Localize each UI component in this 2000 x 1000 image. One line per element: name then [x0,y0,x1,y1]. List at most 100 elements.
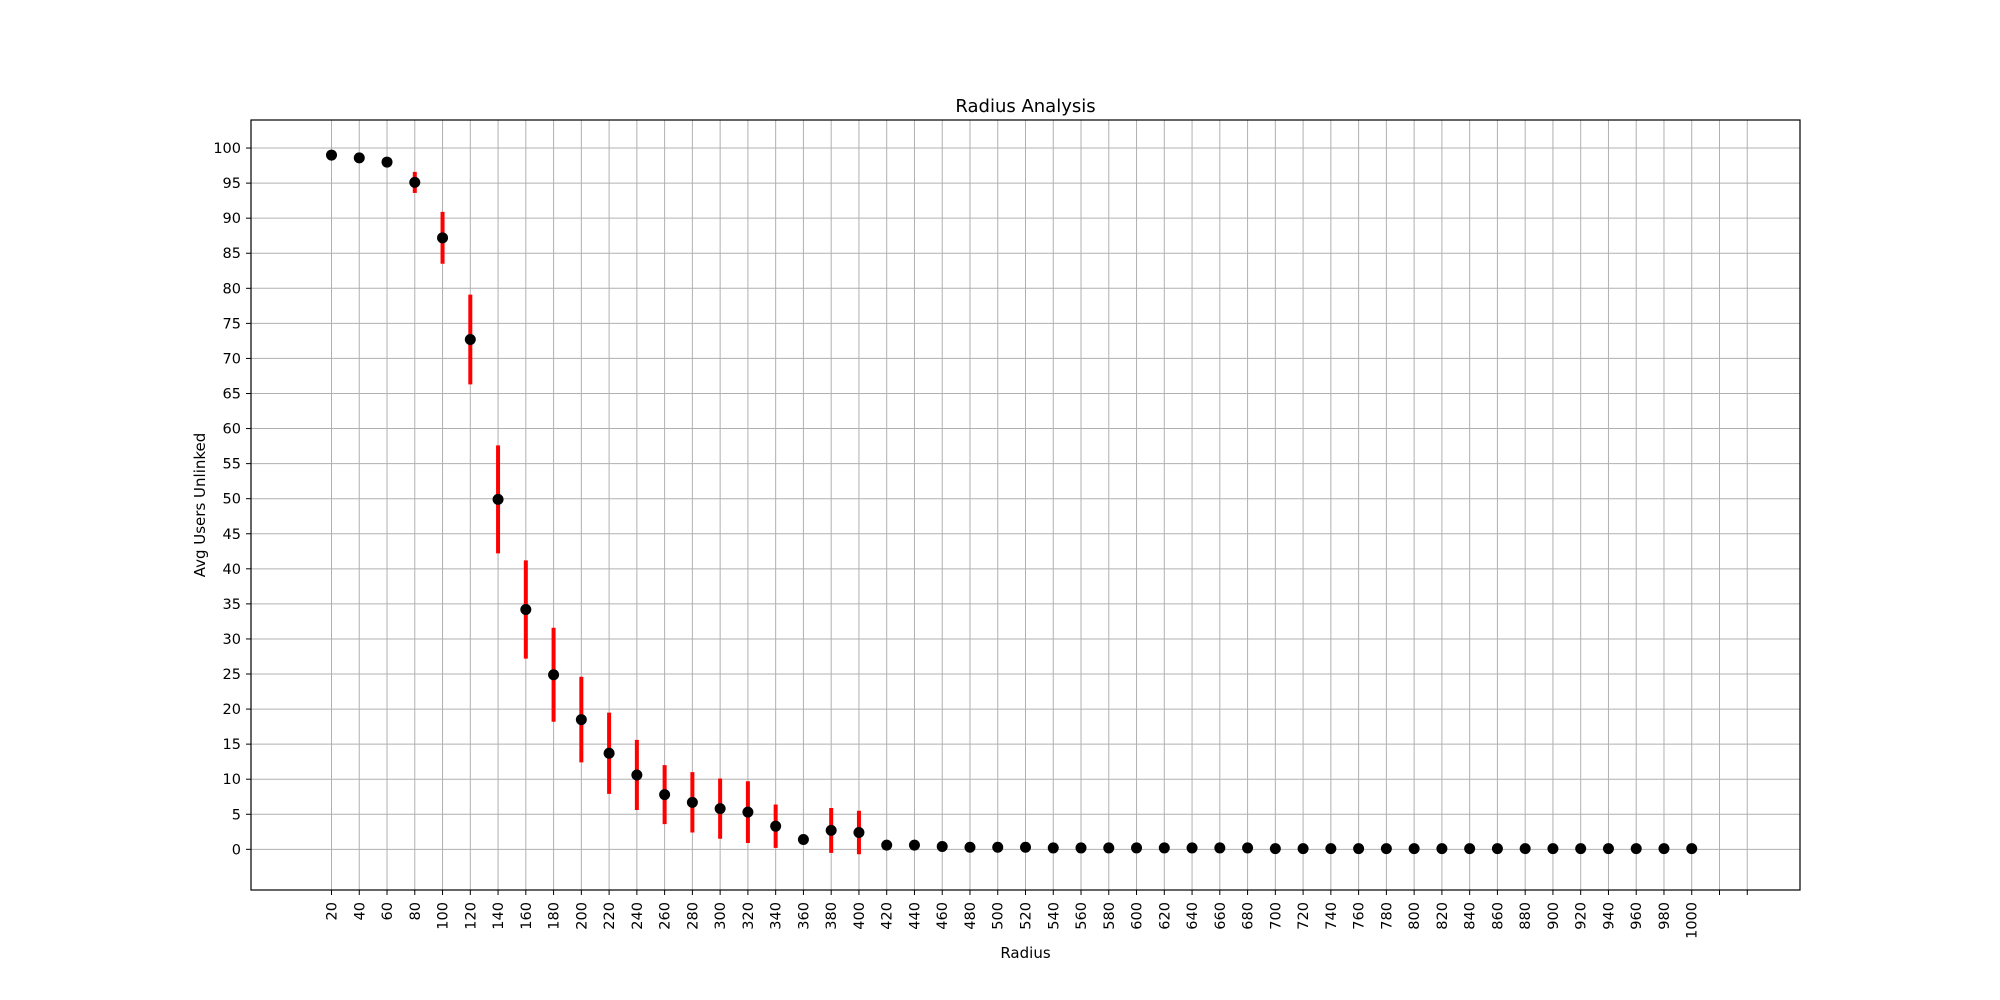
data-point [353,152,365,164]
x-tick-label: 660 [1213,902,1229,930]
x-tick-label: 940 [1601,902,1617,930]
x-axis-ticks: 20 40 60 80 100 120 140 160 180 200 220 240 260 280 30… [325,890,1748,939]
data-point [1186,842,1198,854]
x-tick-label: 680 [1241,902,1257,930]
data-point [992,841,1004,853]
y-tick-label: 60 [223,422,241,438]
x-tick-label: 200 [574,902,590,930]
y-tick-label: 70 [223,351,241,367]
x-tick-label: 140 [491,902,507,930]
data-point [1269,843,1281,855]
x-tick-label: 80 [408,902,424,920]
x-tick-label: 120 [463,902,479,930]
data-point [1547,843,1559,855]
grid [251,120,1800,890]
data-point [1491,843,1503,855]
x-tick-label: 500 [991,902,1007,930]
y-tick-label: 35 [223,597,241,613]
data-point [1214,842,1226,854]
data-point [326,149,338,161]
data-point [1047,842,1059,854]
x-tick-label: 320 [741,902,757,930]
data-point [964,841,976,853]
y-tick-label: 5 [232,807,241,823]
x-tick-label: 260 [658,902,674,930]
data-point [1630,843,1642,855]
y-tick-label: 50 [223,492,241,508]
data-point [603,747,615,759]
data-point [936,841,948,853]
data-point [825,824,837,836]
x-tick-label: 380 [824,902,840,930]
data-point [1380,843,1392,855]
x-tick-label: 20 [325,902,341,920]
data-point [770,820,782,832]
x-tick-label: 960 [1629,902,1645,930]
y-tick-label: 55 [223,457,241,473]
x-tick-label: 560 [1074,902,1090,930]
y-tick-label: 100 [213,141,241,157]
data-point [1686,843,1698,855]
x-tick-label: 820 [1435,902,1451,930]
data-point [1464,843,1476,855]
data-point [686,796,698,808]
x-tick-label: 740 [1324,902,1340,930]
data-point [742,806,754,818]
data-point [1325,843,1337,855]
data-point [1519,843,1531,855]
y-tick-label: 30 [223,632,241,648]
x-tick-label: 100 [436,902,452,930]
data-point [1103,842,1115,854]
x-tick-label: 760 [1352,902,1368,930]
x-tick-label: 360 [796,902,812,930]
data-points [326,149,1698,855]
x-tick-label: 900 [1546,902,1562,930]
data-point [1020,841,1031,853]
y-tick-label: 20 [223,702,241,718]
x-tick-label: 480 [963,902,979,930]
y-tick-label: 75 [223,316,241,332]
x-tick-label: 860 [1490,902,1506,930]
data-point [520,603,532,615]
x-tick-label: 420 [880,902,896,930]
data-point [908,839,920,851]
x-tick-label: 780 [1379,902,1395,930]
y-axis-ticks: 0 5 10 15 20 25 30 35 40 45 50 55 60 65 70 75 80 85 90 95 10… [213,141,251,858]
x-axis-title: Radius [1000,944,1050,962]
y-tick-label: 25 [223,667,241,683]
data-point [492,493,504,505]
x-tick-label: 340 [769,902,785,930]
x-tick-label: 460 [935,902,951,930]
x-tick-label: 540 [1046,902,1062,930]
data-point [381,156,393,168]
y-tick-label: 40 [223,562,241,578]
data-point [1575,843,1587,855]
y-tick-label: 85 [223,246,241,262]
x-tick-label: 840 [1463,902,1479,930]
data-point [1297,843,1309,855]
data-point [631,769,643,781]
data-point [1658,843,1670,855]
x-tick-label: 40 [352,902,368,920]
chart-title: Radius Analysis [955,96,1095,117]
y-tick-label: 95 [223,176,241,192]
x-tick-label: 220 [602,902,618,930]
data-point [1158,842,1170,854]
x-tick-label: 280 [685,902,701,930]
y-tick-label: 80 [223,281,241,297]
x-tick-label: 60 [380,902,396,920]
data-point [1602,843,1614,855]
data-point [659,789,671,801]
y-tick-label: 15 [223,737,241,753]
x-tick-label: 800 [1407,902,1423,930]
x-tick-label: 300 [713,902,729,930]
x-tick-label: 720 [1296,902,1312,930]
data-point [409,176,421,188]
data-point [714,803,726,815]
y-tick-label: 90 [223,211,241,227]
x-tick-label: 580 [1102,902,1118,930]
data-point [1242,842,1254,854]
y-tick-label: 45 [223,527,241,543]
